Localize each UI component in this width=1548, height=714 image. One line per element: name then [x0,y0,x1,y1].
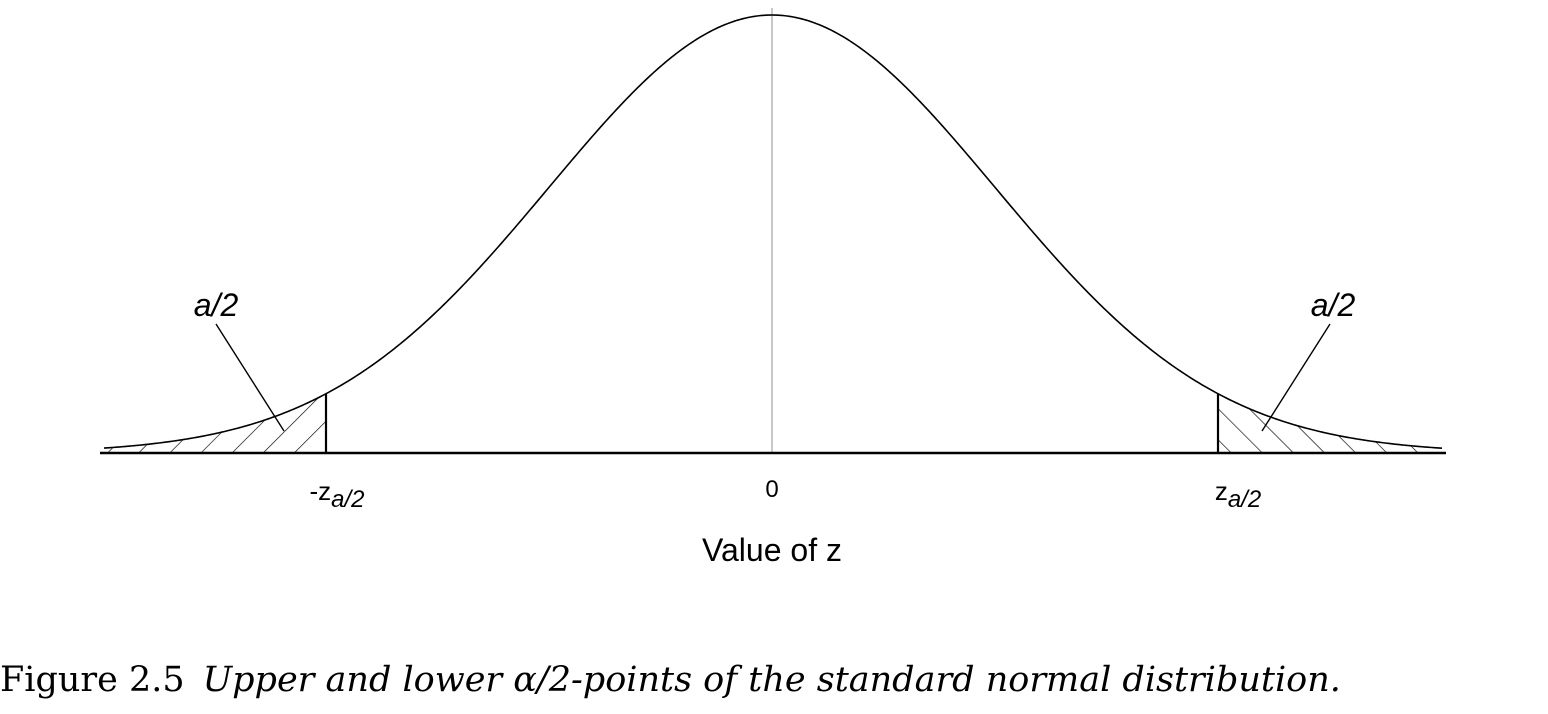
figure-caption: Figure 2.5 Upper and lower α/2-points of … [0,660,1548,700]
x-axis-label: Value of z [702,532,842,568]
left-critical-label: -za/2 [309,476,364,513]
left-pointer-line [215,323,285,432]
right-tail-label: a/2 [1311,287,1356,323]
center-tick-label: 0 [765,476,778,503]
caption-text: Upper and lower α/2-points of the standa… [202,660,1341,700]
normal-distribution-diagram: a/2 a/2 -za/2 0 za/2 Value of z [100,8,1446,568]
right-critical-label: za/2 [1215,476,1261,513]
right-tail-area [1218,393,1442,453]
left-critical-subscript: a/2 [331,486,364,513]
left-tail-label: a/2 [194,287,239,323]
right-pointer-line [1261,323,1331,432]
left-critical-z: -z [309,476,331,506]
right-critical-subscript: a/2 [1228,486,1261,513]
normal-curve [103,14,1443,449]
left-tail-area [104,393,326,453]
caption-label: Figure 2.5 [0,660,185,700]
right-critical-z: z [1215,476,1228,506]
